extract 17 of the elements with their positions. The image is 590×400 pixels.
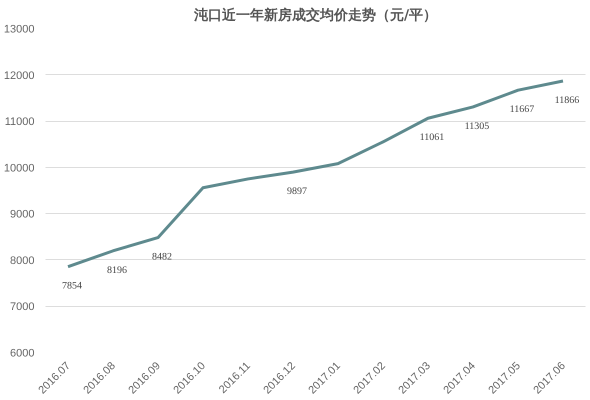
y-tick-label: 11000 — [4, 116, 35, 128]
chart-title: 沌口近一年新房成交均价走势（元/平） — [192, 6, 438, 24]
data-label: 8196 — [107, 264, 127, 276]
data-label: 11305 — [464, 120, 490, 132]
data-label: 7854 — [62, 280, 82, 292]
y-tick-label: 6000 — [10, 348, 35, 360]
data-label: 11866 — [554, 94, 580, 106]
data-label: 9897 — [287, 186, 307, 198]
data-label: 11667 — [510, 104, 534, 116]
y-tick-label: 7000 — [10, 301, 35, 314]
y-tick-label: 10000 — [4, 162, 35, 174]
y-tick-label: 8000 — [10, 254, 35, 267]
y-tick-label: 9000 — [10, 208, 35, 221]
data-label: 8482 — [152, 252, 172, 263]
y-tick-label: 12000 — [4, 70, 35, 82]
y-tick-label: 13000 — [4, 24, 35, 36]
data-label: 11061 — [420, 132, 444, 144]
